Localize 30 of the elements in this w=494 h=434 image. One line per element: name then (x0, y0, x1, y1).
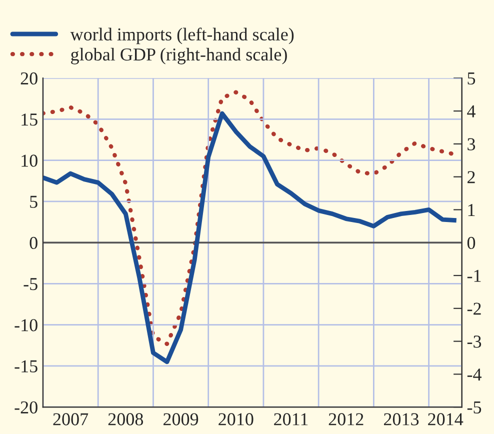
x-tick-label: 2010 (218, 413, 254, 426)
y2-tick-label: -1 (467, 270, 481, 282)
legend-label: global GDP (right-hand scale) (71, 48, 287, 64)
x-tick-label: 2014 (428, 413, 464, 426)
x-tick-label: 2013 (384, 413, 419, 426)
y2-tick-label: 1 (468, 204, 475, 216)
y2-tick-label: 0 (467, 236, 476, 250)
y2-tick-label: -3 (467, 336, 482, 348)
y-tick-label: 0 (30, 236, 38, 250)
y2-tick-label: 2 (468, 171, 475, 184)
legend-label: world imports (left-hand scale) (70, 28, 294, 44)
y-tick-label: 10 (22, 154, 38, 167)
x-tick-label: 2009 (164, 413, 198, 426)
y2-tick-label: 5 (468, 72, 476, 85)
x-tick-label: 2007 (53, 413, 88, 426)
x-tick-label: 2011 (274, 413, 308, 426)
y2-tick-label: -2 (467, 302, 481, 315)
x-tick-label: 2008 (108, 413, 144, 426)
y-tick-label: -15 (14, 360, 38, 372)
y-tick-label: 15 (22, 114, 38, 126)
y2-tick-label: -5 (467, 402, 482, 414)
y-tick-label: 20 (20, 72, 38, 85)
y-tick-label: 5 (30, 196, 38, 208)
y-tick-label: -20 (14, 401, 38, 414)
y2-tick-label: 4 (467, 105, 476, 118)
y2-tick-label: 3 (468, 138, 476, 150)
x-tick-label: 2012 (328, 413, 364, 426)
y-tick-label: -5 (24, 278, 38, 290)
y2-tick-label: -4 (467, 368, 482, 380)
y-tick-label: -10 (14, 319, 38, 332)
